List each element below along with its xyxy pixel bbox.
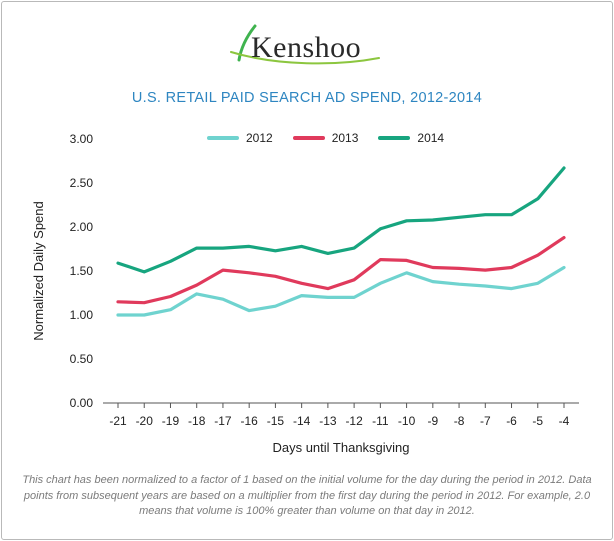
legend-label-2012: 2012 [246, 131, 273, 145]
kenshoo-logo: Kenshoo [227, 22, 387, 72]
y-tick-label: 2.50 [70, 176, 94, 190]
x-tick-label: -8 [454, 414, 465, 428]
x-tick-label: -18 [188, 414, 206, 428]
x-tick-label: -6 [506, 414, 517, 428]
y-tick-label: 1.00 [70, 308, 94, 322]
series-line-2013 [116, 236, 566, 305]
chart-title: U.S. RETAIL PAID SEARCH AD SPEND, 2012-2… [131, 90, 483, 106]
legend-swatch-2014 [378, 136, 411, 140]
x-axis-title: Days until Thanksgiving [272, 440, 409, 455]
legend-item-2014: 2014 [378, 131, 444, 145]
x-tick-label: -13 [319, 414, 337, 428]
y-axis-title: Normalized Daily Spend [31, 201, 46, 340]
logo-swoosh-icon [230, 24, 380, 65]
x-tick-label: -7 [480, 414, 491, 428]
y-tick-label: 1.50 [70, 264, 94, 278]
x-tick-label: -11 [372, 414, 389, 428]
y-tick-label: 3.00 [70, 132, 94, 146]
x-tick-label: -20 [136, 414, 154, 428]
chart-footnote: This chart has been normalized to a fact… [22, 474, 592, 517]
legend-swatch-2013 [292, 136, 325, 140]
x-tick-label: -4 [559, 414, 570, 428]
series-line-2014 [116, 166, 566, 274]
series-line-2012 [116, 265, 566, 317]
legend-label-2013: 2013 [331, 131, 359, 145]
x-tick-label: -21 [109, 414, 127, 428]
x-tick-label: -10 [398, 414, 416, 428]
x-tick-label: -5 [532, 414, 543, 428]
legend-label-2014: 2014 [417, 131, 445, 145]
x-tick-label: -19 [162, 414, 180, 428]
legend-item-2013: 2013 [292, 131, 359, 145]
x-tick-label: -16 [241, 414, 259, 428]
legend-item-2012: 2012 [207, 131, 273, 145]
y-tick-label: 0.00 [70, 396, 94, 410]
x-tick-label: -17 [214, 414, 232, 428]
legend-swatch-2012 [207, 136, 239, 140]
x-tick-label: -9 [427, 414, 438, 428]
x-tick-label: -15 [267, 414, 285, 428]
y-tick-label: 2.00 [70, 220, 94, 234]
chart-legend: 2012 2013 2014 [207, 128, 464, 148]
x-tick-label: -12 [345, 414, 363, 428]
x-tick-label: -14 [293, 414, 311, 428]
y-tick-label: 0.50 [70, 352, 94, 366]
logo-text: Kenshoo [251, 31, 362, 64]
